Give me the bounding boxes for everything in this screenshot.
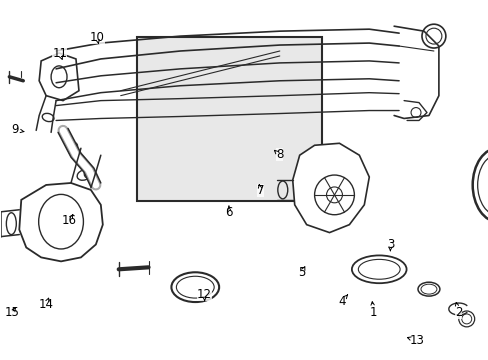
Text: 16: 16 xyxy=(62,213,77,226)
Text: 8: 8 xyxy=(275,148,283,162)
Text: 4: 4 xyxy=(337,295,345,308)
Text: 1: 1 xyxy=(369,306,376,319)
Text: 11: 11 xyxy=(52,47,67,60)
Text: 9: 9 xyxy=(11,123,19,136)
Polygon shape xyxy=(19,183,102,261)
Text: 14: 14 xyxy=(39,298,54,311)
Bar xyxy=(136,37,321,201)
Text: 12: 12 xyxy=(197,288,212,301)
Text: 13: 13 xyxy=(409,334,424,347)
Polygon shape xyxy=(292,143,368,233)
Text: 5: 5 xyxy=(298,266,305,279)
Text: 10: 10 xyxy=(90,31,104,44)
Text: 2: 2 xyxy=(454,306,461,319)
Text: 6: 6 xyxy=(225,206,232,219)
Text: 15: 15 xyxy=(5,306,20,319)
Text: 7: 7 xyxy=(256,184,264,197)
Text: 3: 3 xyxy=(386,238,393,251)
